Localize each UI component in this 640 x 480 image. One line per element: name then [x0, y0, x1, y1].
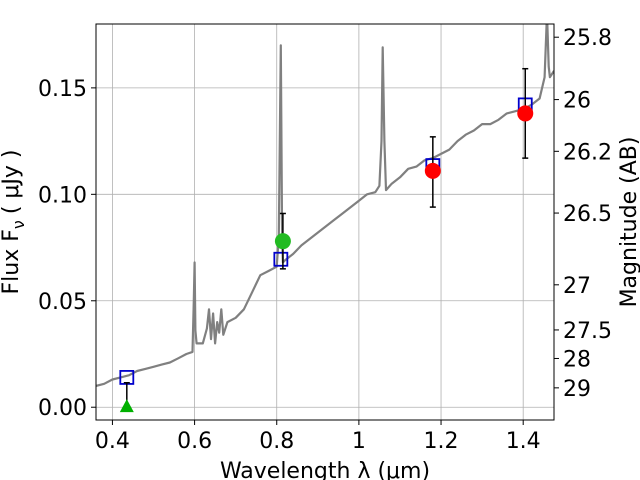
x-axis-label: Wavelength λ (μm): [220, 459, 430, 480]
model-box-marker: [273, 251, 289, 267]
right-tick-label: 29: [563, 377, 591, 402]
y-tick-label: 0.10: [38, 183, 87, 208]
spectrum-line: [96, 24, 554, 387]
right-tick-label: 27: [563, 274, 591, 299]
x-tick-label: 1.2: [424, 429, 459, 454]
x-tick-label: 1: [352, 429, 366, 454]
y-tick-label: 0.15: [38, 77, 87, 102]
right-tick-label: 28: [563, 347, 591, 372]
observed-point: [274, 233, 291, 250]
observed-point: [517, 105, 534, 122]
plot-frame: [95, 23, 555, 421]
right-tick-label: 26.5: [563, 202, 612, 227]
right-tick-label: 26: [563, 89, 591, 114]
x-tick-label: 0.8: [259, 429, 294, 454]
right-tick-label: 26.2: [563, 140, 612, 165]
x-tick-label: 0.6: [177, 429, 212, 454]
y-axis-label: Flux Fν ( μJy ): [0, 150, 28, 295]
right-tick-label: 25.8: [563, 26, 612, 51]
y-axis-label-unit: ( μJy ): [0, 150, 24, 215]
axes: 0.4 0.6 0.8 1 1.2 1.4 0.00 0.05 0.10 0.15 25.8 26 26…: [38, 26, 612, 454]
y-tick-label: 0.00: [38, 396, 87, 421]
y-tick-label: 0.05: [38, 290, 87, 315]
upper-limit-triangle: [119, 399, 134, 413]
grid: [96, 24, 554, 420]
y-axis-label-main: Flux F: [0, 229, 24, 294]
x-tick-label: 0.4: [95, 429, 130, 454]
x-tick-label: 1.4: [506, 429, 541, 454]
plot-area: [96, 24, 554, 413]
observed-point: [424, 162, 441, 179]
right-tick-label: 27.5: [563, 319, 612, 344]
right-axis-label: Magnitude (AB): [617, 137, 640, 308]
y-axis-label-subscript: ν: [9, 220, 28, 229]
